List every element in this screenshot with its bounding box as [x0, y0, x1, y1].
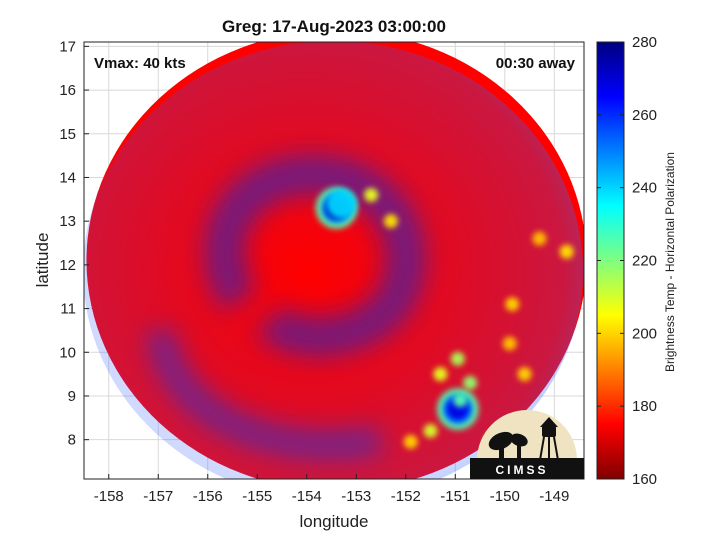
feature-core: [463, 375, 478, 390]
axes-box: [83, 41, 585, 480]
colorbar-tick-label: 180: [632, 398, 657, 415]
y-tick-label: 15: [59, 126, 76, 143]
cimss-logo: CIMSS: [470, 410, 584, 479]
y-tick-label: 16: [59, 82, 76, 99]
band-cell: [423, 423, 438, 438]
feature-core: [505, 297, 520, 312]
y-tick-label: 11: [60, 301, 76, 318]
colorbar-tick-label: 200: [632, 325, 657, 342]
band-cell: [532, 231, 547, 246]
swath-edge-shade: [84, 42, 583, 479]
feature-core: [383, 214, 398, 229]
y-tick-label: 12: [59, 257, 76, 274]
curved-band-arm: [383, 214, 398, 229]
feature-core: [559, 244, 574, 259]
feature-core: [517, 367, 532, 382]
colorbar-label: Brightness Temp - Horizontal Polarizatio…: [663, 152, 677, 372]
x-tick-label: -154: [292, 488, 322, 505]
band-cell: [505, 297, 520, 312]
y-tick-label: 14: [59, 169, 76, 186]
feature-core: [433, 367, 448, 382]
x-tick-label: -151: [440, 488, 470, 505]
chart-title: Greg: 17-Aug-2023 03:00:00: [222, 17, 446, 36]
band-cell: [450, 351, 465, 366]
y-tick-label: 13: [59, 213, 76, 230]
x-tick-label: -150: [490, 488, 520, 505]
x-tick-label: -153: [341, 488, 371, 505]
axis-ticks: -158 -157 -156 -155 -154 -153 -152 -151 -150 -149…: [59, 38, 569, 505]
colorbar-tick-label: 280: [632, 34, 657, 51]
feature-core: [423, 423, 438, 438]
feature-core: [326, 188, 357, 219]
vmax-annotation: Vmax: 40 kts: [94, 55, 186, 72]
feature-core: [450, 351, 465, 366]
band-cell: [403, 434, 418, 449]
curved-band-arm: [364, 187, 379, 202]
y-axis-label: latitude: [33, 233, 52, 288]
band-cell: [433, 367, 448, 382]
x-tick-label: -149: [539, 488, 569, 505]
feature-core: [453, 393, 468, 408]
band-cell: [463, 375, 478, 390]
x-axis-label: longitude: [299, 512, 368, 531]
y-tick-label: 9: [68, 388, 76, 405]
colorbar-tick-label: 220: [632, 253, 657, 270]
x-tick-label: -158: [94, 488, 124, 505]
convective-features: [315, 187, 574, 449]
tower-icon: [542, 426, 556, 437]
band-cell: [517, 367, 532, 382]
southeast-cell-fringe: [453, 393, 468, 408]
x-tick-label: -155: [242, 488, 272, 505]
colorbar: [596, 41, 625, 480]
colorbar-tick-label: 160: [632, 471, 657, 488]
band-cell: [502, 336, 517, 351]
band-cell: [559, 244, 574, 259]
y-tick-label: 8: [68, 432, 76, 449]
core-convection-fringe: [326, 188, 357, 219]
feature-core: [532, 231, 547, 246]
time-offset-annotation: 00:30 away: [496, 55, 576, 72]
feature-core: [364, 187, 379, 202]
logo-text: CIMSS: [495, 463, 548, 477]
feature-core: [403, 434, 418, 449]
colorbar-tick-label: 240: [632, 180, 657, 197]
colorbar-ticks: 160 180 200 220 240 260 280: [597, 34, 657, 488]
feature-core: [502, 336, 517, 351]
y-tick-label: 17: [59, 38, 76, 55]
y-tick-label: 10: [59, 344, 76, 361]
colorbar-tick-label: 260: [632, 107, 657, 124]
dish-icon: [488, 431, 514, 451]
x-tick-label: -156: [193, 488, 223, 505]
x-tick-label: -152: [391, 488, 421, 505]
x-tick-label: -157: [143, 488, 173, 505]
